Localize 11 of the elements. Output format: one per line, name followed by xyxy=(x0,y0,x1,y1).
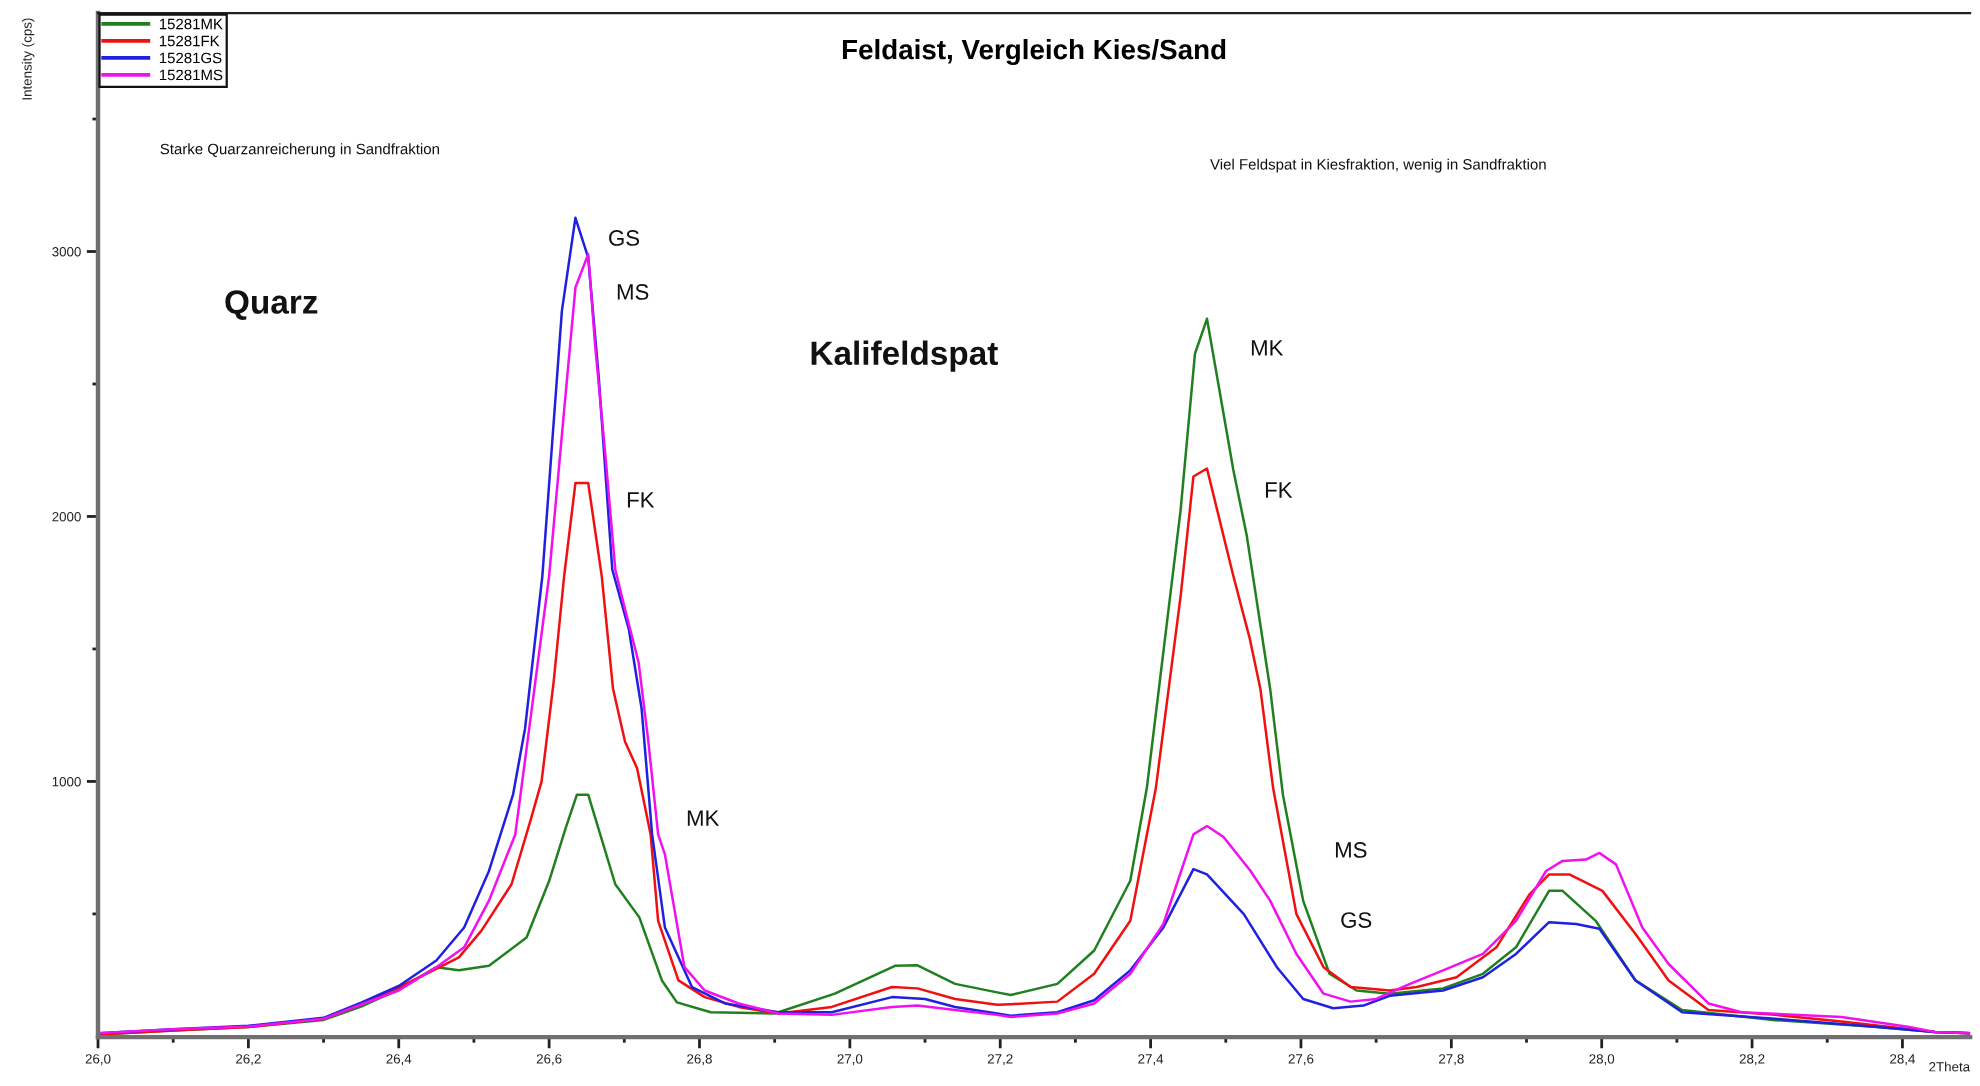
annotation: MS xyxy=(1335,842,1367,858)
annotation: FK xyxy=(1265,482,1293,498)
annotation: GS xyxy=(1341,912,1372,928)
annotation: MK xyxy=(1251,340,1284,356)
annotation: MS xyxy=(617,284,649,300)
annotation: Kalifeldspat xyxy=(811,340,998,372)
annotation: FK xyxy=(627,492,655,508)
annotation: MK xyxy=(687,810,720,826)
text: Feldaist, Vergleich Kies/Sand xyxy=(842,38,1226,65)
annotation: GS xyxy=(609,230,640,246)
annotation: Quarz xyxy=(225,290,318,321)
